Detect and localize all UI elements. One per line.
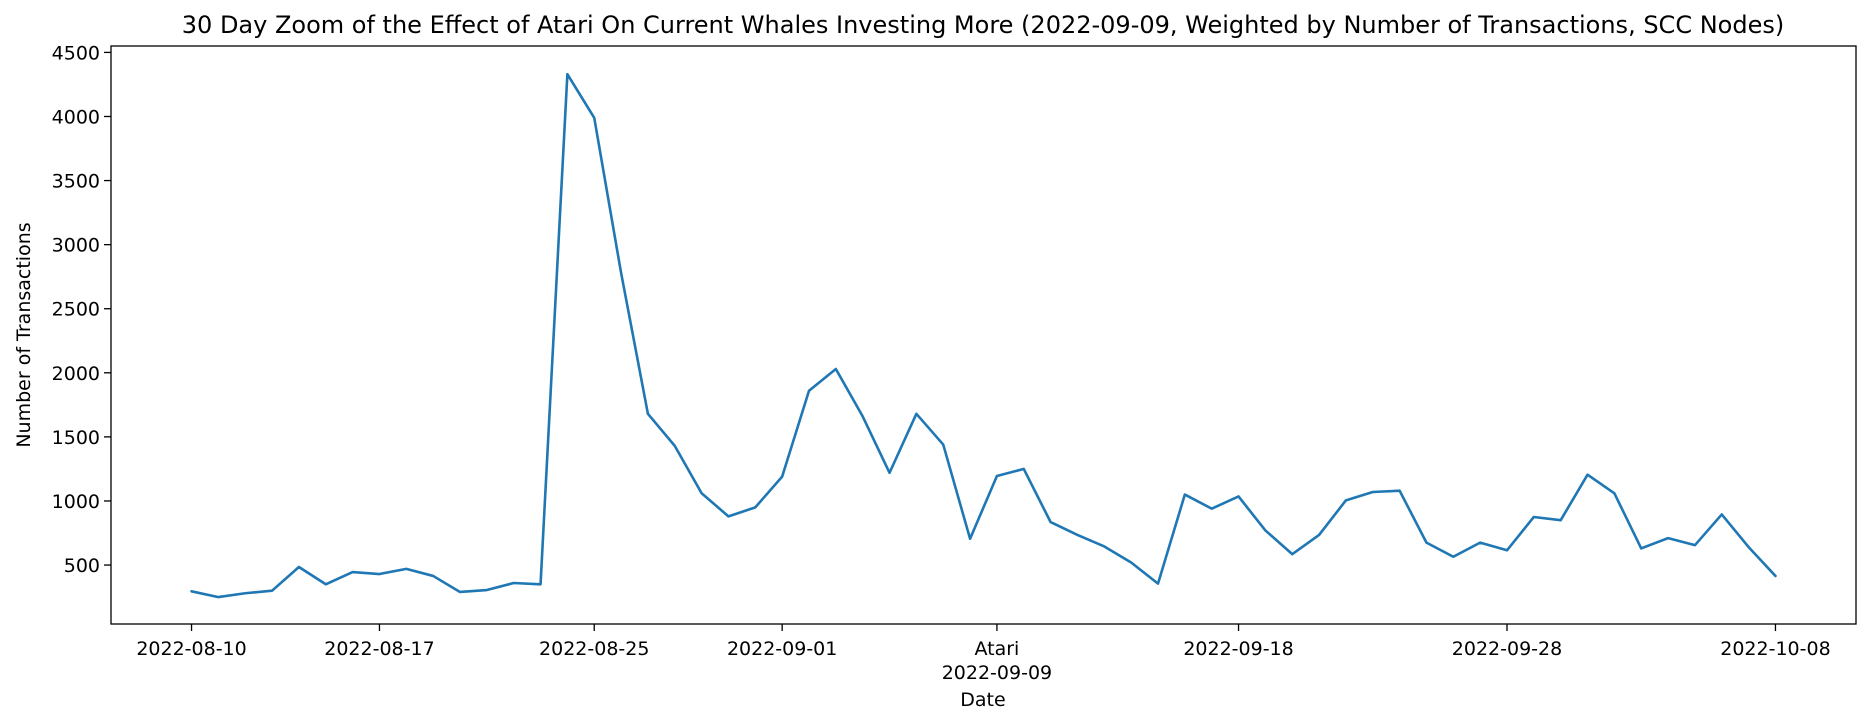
- y-tick-label: 4000: [52, 106, 100, 128]
- chart-title: 30 Day Zoom of the Effect of Atari On Cu…: [182, 11, 1784, 39]
- y-tick-label: 3000: [52, 235, 100, 257]
- x-tick-label: 2022-09-18: [1183, 638, 1293, 660]
- x-tick-label: 2022-09-28: [1452, 638, 1562, 660]
- y-tick-label: 4500: [52, 42, 100, 64]
- y-axis-label: Number of Transactions: [13, 222, 35, 447]
- y-axis: 500 1000 1500 2000 2500 3000 3500 4000 4500: [52, 42, 111, 577]
- plot-frame: [110, 45, 1857, 625]
- y-tick-label: 1000: [52, 491, 100, 513]
- x-tick-label-secondary: 2022-09-09: [942, 662, 1052, 684]
- plot-area: [110, 45, 1857, 625]
- x-tick-label: 2022-08-17: [324, 638, 434, 660]
- y-tick-label: 1500: [52, 427, 100, 449]
- x-tick-label: 2022-09-01: [727, 638, 837, 660]
- series-line: [190, 72, 1777, 599]
- x-tick-label: 2022-08-25: [539, 638, 649, 660]
- x-axis-label: Date: [960, 689, 1005, 711]
- x-axis: 2022-08-10 2022-08-17 2022-08-25 2022-09-01…: [136, 624, 1831, 684]
- y-tick-label: 2500: [52, 299, 100, 321]
- x-tick-label: 2022-08-10: [136, 638, 246, 660]
- x-tick-label: Atari: [974, 638, 1019, 660]
- y-tick-label: 2000: [52, 363, 100, 385]
- x-tick-label: 2022-10-08: [1720, 638, 1830, 660]
- y-tick-label: 3500: [52, 171, 100, 193]
- y-tick-label: 500: [64, 555, 100, 577]
